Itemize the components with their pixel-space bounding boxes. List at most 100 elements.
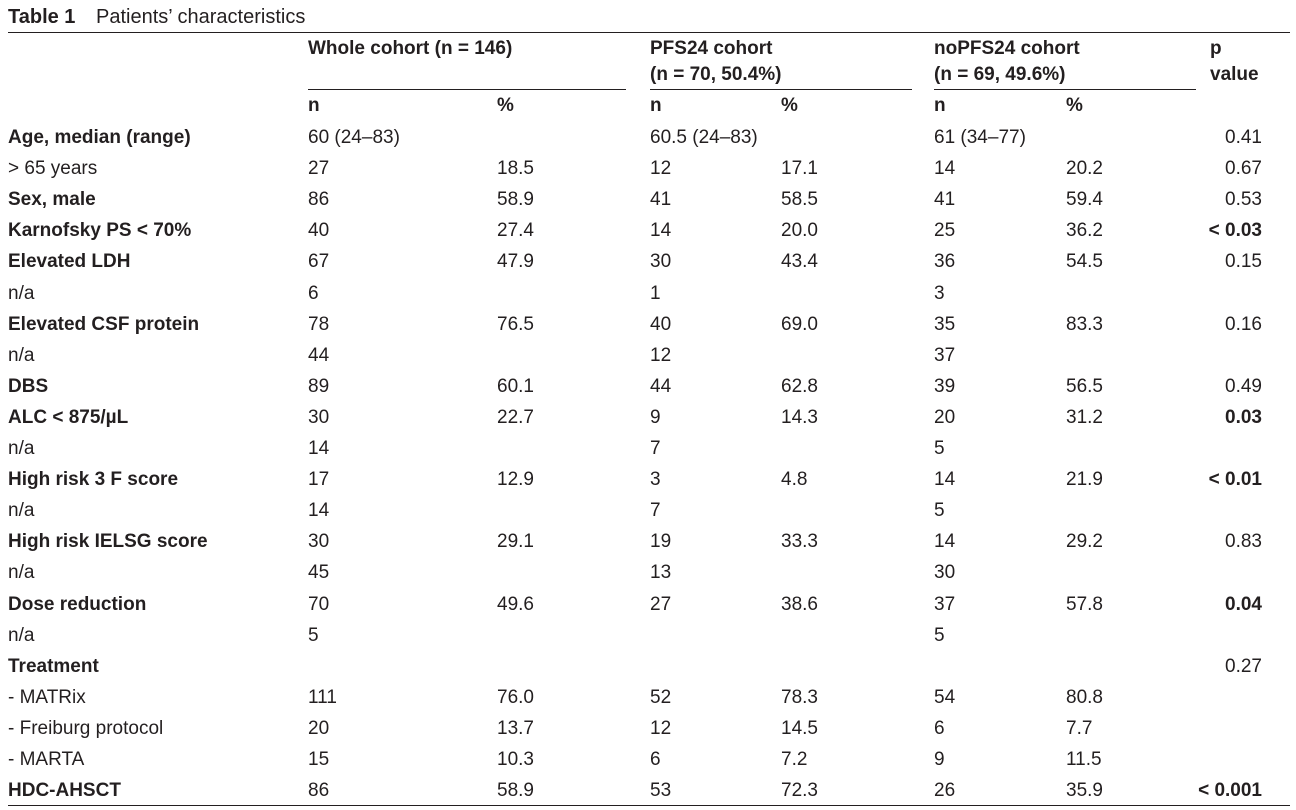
cell: 41 bbox=[934, 189, 956, 211]
cell: 5 bbox=[308, 624, 319, 646]
cell: 31.2 bbox=[1066, 406, 1103, 428]
cell: 37 bbox=[934, 593, 956, 615]
cell: 80.8 bbox=[1066, 686, 1103, 708]
cell: 86 bbox=[308, 189, 330, 211]
cell: 69.0 bbox=[781, 313, 818, 335]
cell: 20.0 bbox=[781, 220, 818, 242]
row-label: DBS bbox=[8, 375, 49, 397]
cell: 7 bbox=[650, 438, 661, 459]
cell: 54.5 bbox=[1066, 251, 1103, 273]
cell: 78 bbox=[308, 313, 330, 335]
table-number: Table 1 bbox=[8, 6, 76, 28]
subcolumn-header: n bbox=[308, 95, 320, 116]
row-label: - MARTA bbox=[8, 749, 85, 770]
cell: 56.5 bbox=[1066, 375, 1103, 397]
row-label: n/a bbox=[8, 624, 35, 646]
subcolumn-header: n bbox=[934, 95, 946, 116]
row-label: ALC < 875/µL bbox=[8, 406, 129, 428]
subcolumn-header: % bbox=[781, 95, 798, 116]
row-label: HDC-AHSCT bbox=[8, 780, 121, 802]
cell: 13.7 bbox=[497, 717, 534, 739]
cell: 30 bbox=[308, 531, 330, 553]
cell: 7.7 bbox=[1066, 717, 1093, 739]
row-label: High risk IELSG score bbox=[8, 531, 208, 553]
row-label: > 65 years bbox=[8, 158, 98, 180]
cell: 60.5 (24–83) bbox=[650, 127, 758, 148]
row-label: High risk 3 F score bbox=[8, 469, 179, 491]
cell: 72.3 bbox=[781, 780, 818, 802]
cell: 29.1 bbox=[497, 531, 534, 553]
cell: 7 bbox=[650, 500, 661, 522]
cell: 47.9 bbox=[497, 251, 534, 273]
cell: 78.3 bbox=[781, 686, 818, 708]
cell: 36.2 bbox=[1066, 220, 1103, 242]
cell: 61 (34–77) bbox=[934, 127, 1026, 148]
cell: 15 bbox=[308, 749, 330, 770]
cell: 41 bbox=[650, 189, 672, 211]
cell: 37 bbox=[934, 344, 956, 366]
cell: 59.4 bbox=[1066, 189, 1103, 211]
cell: 14.5 bbox=[781, 717, 818, 739]
p-value: 0.03 bbox=[1225, 406, 1262, 428]
cell: 17 bbox=[308, 469, 330, 491]
p-header: p bbox=[1210, 38, 1222, 59]
table-caption: Patients’ characteristics bbox=[96, 6, 306, 28]
row-label: n/a bbox=[8, 282, 35, 304]
cell: 18.5 bbox=[497, 158, 534, 180]
cell: 27 bbox=[308, 158, 330, 180]
cell: 25 bbox=[934, 220, 956, 242]
cell: 12 bbox=[650, 158, 672, 180]
cell: 14 bbox=[308, 500, 330, 522]
cell: 5 bbox=[934, 624, 945, 646]
cell: 76.5 bbox=[497, 313, 534, 335]
cell: 44 bbox=[308, 344, 330, 366]
bottom-rule bbox=[8, 805, 1290, 806]
group-rule bbox=[934, 89, 1196, 90]
row-label: Treatment bbox=[8, 655, 99, 677]
cell: 3 bbox=[650, 469, 661, 491]
cell: 14 bbox=[308, 438, 330, 459]
cell: 70 bbox=[308, 593, 330, 615]
cell: 29.2 bbox=[1066, 531, 1103, 553]
p-value: 0.15 bbox=[1225, 251, 1262, 273]
cell: 19 bbox=[650, 531, 672, 553]
cell: 1 bbox=[650, 282, 661, 304]
p-value: 0.27 bbox=[1225, 655, 1262, 677]
cell: 12 bbox=[650, 344, 672, 366]
cell: 60 (24–83) bbox=[308, 127, 400, 148]
cell: 14 bbox=[650, 220, 672, 242]
cell: 20 bbox=[934, 406, 956, 428]
group-rule bbox=[650, 89, 912, 90]
p-value: 0.83 bbox=[1225, 531, 1262, 553]
cell: 58.5 bbox=[781, 189, 818, 211]
cell: 27.4 bbox=[497, 220, 534, 242]
cell: 43.4 bbox=[781, 251, 818, 273]
cell: 62.8 bbox=[781, 375, 818, 397]
p-value: 0.67 bbox=[1225, 158, 1262, 180]
p-value: 0.41 bbox=[1225, 127, 1262, 148]
cell: 9 bbox=[934, 749, 945, 770]
cell: 6 bbox=[308, 282, 319, 304]
cell: 10.3 bbox=[497, 749, 534, 770]
p-value: < 0.001 bbox=[1198, 780, 1262, 802]
cell: 6 bbox=[650, 749, 661, 770]
cell: 6 bbox=[934, 717, 945, 739]
cell: 5 bbox=[934, 500, 945, 522]
cell: 38.6 bbox=[781, 593, 818, 615]
cell: 3 bbox=[934, 282, 945, 304]
p-value: 0.49 bbox=[1225, 375, 1262, 397]
cell: 83.3 bbox=[1066, 313, 1103, 335]
cell: 45 bbox=[308, 562, 330, 584]
row-label: - Freiburg protocol bbox=[8, 717, 164, 739]
cell: 58.9 bbox=[497, 189, 534, 211]
group-header: noPFS24 cohort bbox=[934, 38, 1080, 59]
cell: 9 bbox=[650, 406, 661, 428]
cell: 20.2 bbox=[1066, 158, 1103, 180]
cell: 58.9 bbox=[497, 780, 534, 802]
cell: 53 bbox=[650, 780, 672, 802]
row-label: Dose reduction bbox=[8, 593, 147, 615]
cell: 35.9 bbox=[1066, 780, 1103, 802]
cell: 54 bbox=[934, 686, 956, 708]
cell: 60.1 bbox=[497, 375, 534, 397]
